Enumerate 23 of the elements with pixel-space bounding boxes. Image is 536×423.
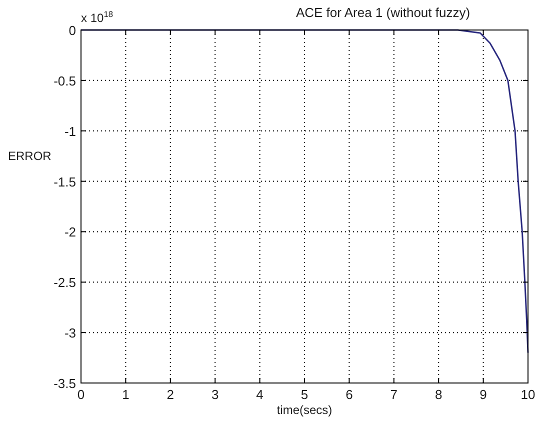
x-tick-label: 10: [520, 387, 536, 402]
x-tick-label: 1: [122, 387, 130, 402]
x-tick-label: 8: [434, 387, 442, 402]
x-tick-label: 7: [390, 387, 398, 402]
y-tick-label: -0.5: [54, 73, 76, 88]
x-tick-label: 5: [300, 387, 308, 402]
y-tick-label: 0: [68, 23, 76, 38]
x-tick-label: 2: [166, 387, 174, 402]
text: x 10$^{18}$: [81, 9, 114, 25]
x-tick-label: 4: [256, 387, 264, 402]
y-tick-label: -2: [64, 224, 76, 240]
y-tick-label: -3: [64, 326, 76, 341]
x-tick-label: 3: [211, 387, 219, 402]
x-axis-title: time(secs): [276, 403, 332, 417]
chart-title: ACE for Area 1 (without fuzzy): [296, 5, 470, 20]
y-tick-label: -3.5: [54, 376, 76, 391]
x-tick-label: 9: [480, 387, 487, 402]
y-tick-label: -1: [64, 124, 76, 139]
line-series: [80, 29, 529, 354]
y-tick-label: -2.5: [54, 275, 76, 290]
y-axis-title: ERROR: [8, 149, 52, 163]
x-tick-label: 6: [346, 387, 353, 402]
y-tick-label: -1.5: [54, 174, 76, 190]
